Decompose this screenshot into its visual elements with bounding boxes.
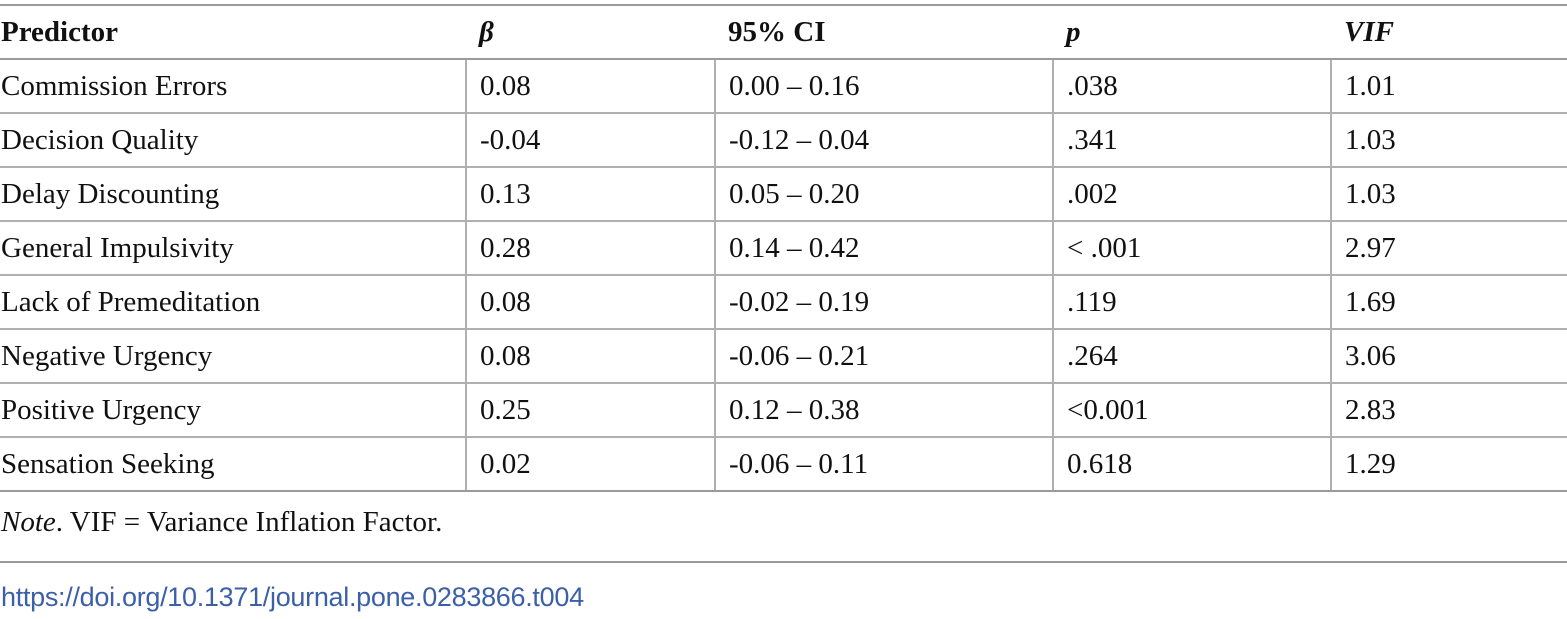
vif-cell: 1.01	[1330, 59, 1567, 114]
vif-cell: 1.69	[1330, 275, 1567, 330]
ci-cell: 0.00 – 0.16	[714, 59, 1053, 114]
p-cell: .119	[1052, 275, 1331, 330]
table-row: Decision Quality -0.04 -0.12 – 0.04.341 1.0…	[0, 113, 1567, 168]
header-beta: β	[466, 4, 715, 60]
table-row: Lack of Premeditation 0.08 -0.02 – 0.19.11…	[0, 275, 1567, 330]
header-vif: VIF	[1331, 4, 1567, 60]
p-cell: 0.618	[1052, 437, 1331, 492]
ci-cell: -0.12 – 0.04	[714, 113, 1053, 168]
table-row: General Impulsivity 0.28 0.14 – 0.42 < .001…	[0, 221, 1567, 276]
table-row: Delay Discounting 0.13 0.05 – 0.20.002 1.03	[0, 167, 1567, 222]
beta-cell: 0.08	[465, 59, 715, 114]
table-row: Positive Urgency 0.25 0.12 – 0.38 <0.001 2.8…	[0, 383, 1567, 438]
ci-cell: 0.12 – 0.38	[714, 383, 1053, 438]
p-cell: .264	[1052, 329, 1331, 384]
beta-cell: 0.02	[465, 437, 715, 492]
vif-cell: 2.97	[1330, 221, 1567, 276]
footer-divider	[0, 561, 1567, 563]
table-row: Commission Errors 0.08 0.00 – 0.16.038 1.01	[0, 59, 1567, 114]
beta-cell: 0.13	[465, 167, 715, 222]
table-header-row: Predictor β 95% CI p VIF	[0, 4, 1567, 60]
beta-cell: 0.08	[465, 275, 715, 330]
vif-cell: 1.03	[1330, 167, 1567, 222]
beta-cell: -0.04	[465, 113, 715, 168]
beta-cell: 0.08	[465, 329, 715, 384]
p-cell: < .001	[1052, 221, 1331, 276]
doi-link[interactable]: https://doi.org/10.1371/journal.pone.028…	[1, 582, 584, 612]
vif-cell: 2.83	[1330, 383, 1567, 438]
regression-table: Predictor β 95% CI p VIF Commission Erro…	[0, 4, 1567, 492]
p-cell: .038	[1052, 59, 1331, 114]
predictor-cell: Delay Discounting	[0, 167, 466, 222]
ci-cell: 0.14 – 0.42	[714, 221, 1053, 276]
beta-cell: 0.25	[465, 383, 715, 438]
ci-cell: -0.02 – 0.19	[714, 275, 1053, 330]
p-cell: .002	[1052, 167, 1331, 222]
predictor-cell: Sensation Seeking	[0, 437, 466, 492]
table-row: Sensation Seeking 0.02 -0.06 – 0.11 0.618 1.…	[0, 437, 1567, 492]
p-cell: <0.001	[1052, 383, 1331, 438]
predictor-cell: Positive Urgency	[0, 383, 466, 438]
vif-cell: 1.03	[1330, 113, 1567, 168]
header-ci: 95% CI	[715, 4, 1053, 60]
header-p: p	[1053, 4, 1331, 60]
table-note: Note. VIF = Variance Inflation Factor.	[1, 506, 442, 539]
predictor-cell: Negative Urgency	[0, 329, 466, 384]
predictor-cell: General Impulsivity	[0, 221, 466, 276]
note-text: . VIF = Variance Inflation Factor.	[55, 506, 443, 538]
vif-cell: 1.29	[1330, 437, 1567, 492]
table-body: Commission Errors 0.08 0.00 – 0.16.038 1.01…	[0, 59, 1567, 492]
header-predictor: Predictor	[0, 4, 466, 60]
regression-table-container: Predictor β 95% CI p VIF Commission Erro…	[0, 4, 1567, 492]
predictor-cell: Decision Quality	[0, 113, 466, 168]
note-label: Note	[1, 506, 56, 538]
ci-cell: -0.06 – 0.21	[714, 329, 1053, 384]
p-cell: .341	[1052, 113, 1331, 168]
ci-cell: -0.06 – 0.11	[714, 437, 1053, 492]
beta-cell: 0.28	[465, 221, 715, 276]
table-row: Negative Urgency 0.08 -0.06 – 0.21.264 3.06	[0, 329, 1567, 384]
ci-cell: 0.05 – 0.20	[714, 167, 1053, 222]
vif-cell: 3.06	[1330, 329, 1567, 384]
predictor-cell: Commission Errors	[0, 59, 466, 114]
predictor-cell: Lack of Premeditation	[0, 275, 466, 330]
